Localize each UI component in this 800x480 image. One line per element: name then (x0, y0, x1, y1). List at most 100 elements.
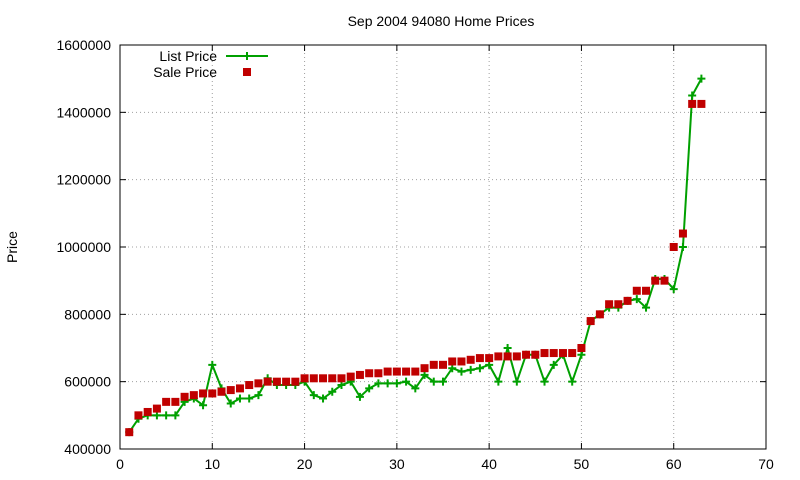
list-price-point (162, 411, 171, 420)
list-price-point (577, 350, 586, 359)
sale-price-point (309, 374, 318, 383)
sale-price-point (651, 276, 660, 285)
sale-price-point (411, 367, 420, 376)
sale-price-point (319, 374, 328, 383)
sale-price-point (549, 349, 558, 358)
x-tick-label: 70 (758, 456, 774, 472)
y-tick-label: 800000 (64, 306, 111, 322)
sale-price-point (392, 367, 401, 376)
list-price-point (457, 367, 466, 376)
axis-ticks: 0 10 20 30 40 50 60 70 400000 600000 800000 1000000… (56, 37, 774, 472)
x-tick-label: 10 (204, 456, 220, 472)
y-tick-label: 400000 (64, 441, 111, 457)
list-price-point (466, 365, 475, 374)
sale-price-point (245, 381, 254, 390)
sale-price-point (586, 317, 595, 326)
sale-price-point (494, 352, 503, 361)
sale-price-point (199, 389, 208, 398)
sale-price-point (466, 355, 475, 364)
sale-price-point (688, 99, 697, 108)
y-tick-label: 1400000 (56, 104, 111, 120)
list-price-point (245, 394, 254, 403)
sale-price-point (162, 397, 171, 406)
sale-price-point (448, 357, 457, 366)
sale-price-point (152, 404, 161, 413)
sale-price-point (217, 387, 226, 396)
sale-price-point (226, 386, 235, 395)
sale-price-point (272, 377, 281, 386)
sale-price-point (503, 352, 512, 361)
sale-price-point (235, 384, 244, 393)
list-price-point (411, 384, 420, 393)
x-tick-label: 0 (116, 456, 124, 472)
sale-price-point (291, 377, 300, 386)
legend-label: List Price (159, 48, 217, 64)
list-price-point (512, 377, 521, 386)
sale-price-point (660, 276, 669, 285)
sale-price-point (697, 99, 706, 108)
sale-price-point (605, 300, 614, 309)
list-price-point (328, 387, 337, 396)
grid-lines (120, 45, 766, 449)
sale-price-point (475, 354, 484, 363)
sale-price-point (614, 300, 623, 309)
sale-price-point (125, 428, 134, 437)
sale-price-point (531, 350, 540, 359)
sale-price-point (485, 354, 494, 363)
sale-price-point (337, 374, 346, 383)
list-price-point (475, 364, 484, 373)
list-price-point (549, 360, 558, 369)
list-price-point (171, 411, 180, 420)
x-tick-label: 30 (389, 456, 405, 472)
sale-price-point (383, 367, 392, 376)
sale-price-point (568, 349, 577, 358)
sale-price-point (346, 372, 355, 381)
list-price-point (226, 399, 235, 408)
list-price-point (494, 377, 503, 386)
sale-price-point (632, 286, 641, 295)
list-price-point (235, 394, 244, 403)
list-price-point (485, 360, 494, 369)
list-price-point (152, 411, 161, 420)
legend-item-sale-price: Sale Price (153, 64, 251, 80)
sale-price-point (623, 296, 632, 305)
sale-price-point (263, 377, 272, 386)
list-price-point (392, 379, 401, 388)
legend-square-swatch (243, 68, 251, 76)
sale-price-point (429, 360, 438, 369)
y-tick-label: 1600000 (56, 37, 111, 53)
series-sale-price (125, 99, 706, 437)
y-tick-label: 1200000 (56, 172, 111, 188)
list-price-point (402, 377, 411, 386)
list-price-point (632, 295, 641, 304)
list-price-point (309, 391, 318, 400)
list-price-point (199, 401, 208, 410)
list-price-point (429, 377, 438, 386)
x-tick-label: 60 (666, 456, 682, 472)
sale-price-point (180, 392, 189, 401)
legend-label: Sale Price (153, 64, 217, 80)
legend-item-list-price: List Price (159, 48, 268, 64)
list-price-point (420, 370, 429, 379)
list-price-point (503, 344, 512, 352)
sale-price-point (328, 374, 337, 383)
x-tick-label: 20 (297, 456, 313, 472)
list-price-point (568, 377, 577, 386)
list-price-line (128, 78, 703, 433)
sale-price-point (374, 369, 383, 378)
sale-price-point (522, 350, 531, 359)
sale-price-point (512, 352, 521, 361)
legend-plus-swatch (243, 52, 251, 60)
list-price-point (383, 379, 392, 388)
x-tick-label: 40 (481, 456, 497, 472)
list-price-point (669, 285, 678, 294)
list-price-point (365, 384, 374, 393)
sale-price-point (171, 397, 180, 406)
sale-price-point (282, 377, 291, 386)
sale-price-point (208, 389, 217, 398)
list-price-point (642, 303, 651, 312)
sale-price-point (355, 370, 364, 379)
sale-price-point (143, 407, 152, 416)
